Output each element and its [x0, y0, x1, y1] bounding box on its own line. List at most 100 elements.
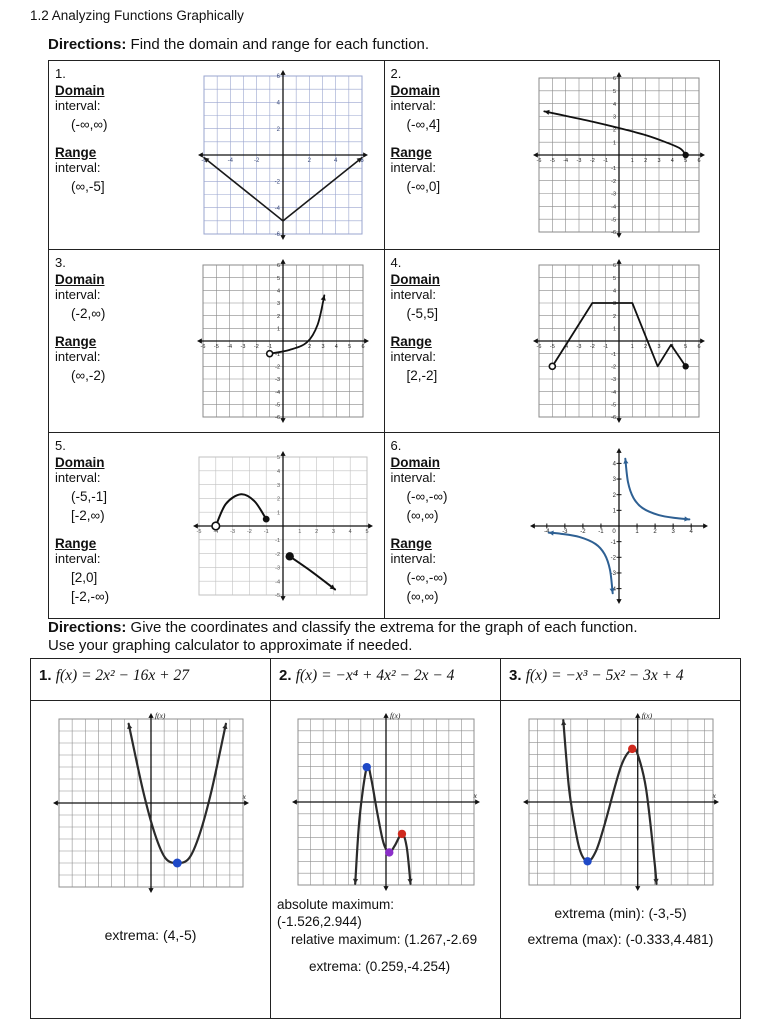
- table-row: 1. Domain interval: (-∞,∞) Range interva…: [48, 60, 720, 250]
- svg-text:-6: -6: [536, 158, 541, 164]
- svg-text:-6: -6: [275, 232, 281, 238]
- directions-1-label: Directions:: [48, 36, 127, 53]
- svg-text:2: 2: [644, 158, 647, 164]
- svg-text:6: 6: [697, 158, 700, 164]
- svg-text:-6: -6: [201, 344, 206, 350]
- svg-text:3: 3: [332, 529, 335, 535]
- range-answer: (∞,-2): [71, 368, 106, 383]
- svg-text:-1: -1: [275, 538, 280, 544]
- extrema-3-header: 3. f(x) = −x³ − 5x² − 3x + 4: [500, 658, 741, 701]
- graph-problem-5: -5 -4 -3 -2 -1 1 2 3 4 5 -5 -4 -3 -2 -1 1 2 3 4 5: [193, 450, 374, 601]
- problem-number: 2.: [390, 66, 402, 81]
- problem-5-cell: 5. Domain interval: (-5,-1] [-2,∞) Range…: [48, 432, 385, 619]
- svg-text:-1: -1: [267, 344, 272, 350]
- svg-text:-5: -5: [550, 344, 555, 350]
- graph-extrema-2: f(x) x: [291, 711, 480, 891]
- svg-text:5: 5: [613, 89, 616, 95]
- svg-text:4: 4: [613, 289, 616, 295]
- svg-text:x: x: [241, 792, 246, 801]
- svg-text:-3: -3: [275, 565, 280, 571]
- problem-1-text: 1. Domain interval: (-∞,∞) Range interva…: [55, 66, 189, 194]
- problem-number: 5.: [55, 438, 66, 453]
- interval-label: interval:: [390, 160, 437, 175]
- svg-text:-2: -2: [580, 529, 586, 535]
- range-answer: [2,0]: [71, 570, 98, 585]
- svg-text:1: 1: [299, 529, 302, 535]
- svg-text:-1: -1: [598, 529, 604, 535]
- range-answer: [2,-2]: [406, 368, 438, 383]
- directions-2: Directions: Give the coordinates and cla…: [48, 619, 637, 655]
- svg-text:2: 2: [277, 127, 281, 133]
- svg-text:-3: -3: [241, 344, 246, 350]
- interval-label: interval:: [55, 551, 101, 566]
- svg-text:-6: -6: [611, 230, 616, 236]
- svg-text:4: 4: [277, 469, 280, 475]
- graph-problem-2: -6 -5 -4 -3 -2 -1 1 2 3 4 5 6 -6 -5 -4 -3 -2 -1 1 2 3 4 5 6: [532, 72, 705, 238]
- svg-text:3: 3: [657, 344, 660, 350]
- domain-answer: (-5,-1]: [71, 489, 108, 504]
- directions-2-text: Give the coordinates and classify the ex…: [126, 619, 638, 636]
- range-answer: (∞,-5]: [71, 179, 105, 194]
- svg-text:1: 1: [277, 327, 280, 333]
- svg-text:6: 6: [362, 344, 365, 350]
- range-label: Range: [390, 334, 432, 349]
- svg-text:5: 5: [277, 276, 280, 282]
- svg-text:-5: -5: [214, 344, 219, 350]
- range-answer: (-∞,0]: [406, 179, 441, 194]
- svg-text:5: 5: [366, 529, 369, 535]
- svg-text:-5: -5: [275, 593, 280, 599]
- svg-text:2: 2: [315, 529, 318, 535]
- svg-text:2: 2: [308, 158, 312, 164]
- domain-label: Domain: [55, 83, 105, 98]
- problem-2-text: 2. Domain interval: (-∞,4] Range interva…: [391, 66, 525, 194]
- domain-answer: (-∞,-∞): [406, 489, 448, 504]
- svg-text:-3: -3: [576, 344, 581, 350]
- svg-text:4: 4: [277, 101, 281, 107]
- domain-label: Domain: [390, 272, 441, 287]
- svg-text:-1: -1: [611, 352, 616, 358]
- extrema-answer: (-1.526,2.944): [277, 914, 362, 929]
- svg-text:1: 1: [631, 158, 634, 164]
- svg-text:-3: -3: [611, 192, 616, 198]
- svg-text:5: 5: [684, 344, 687, 350]
- svg-text:-4: -4: [227, 344, 232, 350]
- interval-label: interval:: [55, 287, 101, 302]
- extrema-3-answers: extrema (min): (-3,-5) extrema (max): (-…: [505, 905, 736, 947]
- svg-text:3: 3: [277, 301, 280, 307]
- function-formula: f(x) = −x⁴ + 4x² − 2x − 4: [295, 667, 455, 684]
- domain-answer: (-∞,4]: [406, 117, 441, 132]
- problem-number: 3.: [55, 255, 66, 270]
- svg-text:-2: -2: [590, 158, 595, 164]
- extrema-2-body: f(x) x absolute maximum: (-1.526,2.944) r…: [270, 700, 501, 1019]
- extrema-1-body: f(x) x extrema: (4,-5): [30, 700, 271, 1019]
- range-answer-2: (∞,∞): [406, 589, 439, 604]
- domain-label: Domain: [390, 455, 441, 470]
- svg-text:-4: -4: [611, 205, 616, 211]
- svg-text:-4: -4: [611, 390, 616, 396]
- table-row: f(x) x extrema: (4,-5) f(x) x absolute max…: [30, 700, 741, 1019]
- directions-2-text-line2: Use your graphing calculator to approxim…: [48, 637, 413, 654]
- svg-text:3: 3: [613, 115, 616, 121]
- range-label: Range: [55, 334, 97, 349]
- graph-problem-1: -6 -4 -2 2 4 6 -6 -4 -2 2 4 6: [198, 70, 369, 240]
- svg-text:-2: -2: [275, 551, 280, 557]
- svg-text:2: 2: [653, 529, 657, 535]
- svg-text:4: 4: [349, 529, 352, 535]
- interval-label: interval:: [390, 470, 437, 485]
- problem-number: 4.: [390, 255, 402, 270]
- svg-text:4: 4: [612, 461, 616, 467]
- svg-text:3: 3: [277, 482, 280, 488]
- problem-number: 2.: [279, 667, 292, 684]
- svg-text:-3: -3: [610, 571, 616, 577]
- interval-label: interval:: [55, 160, 101, 175]
- svg-text:-4: -4: [214, 529, 219, 535]
- svg-text:-1: -1: [603, 344, 608, 350]
- svg-text:-2: -2: [247, 529, 252, 535]
- extrema-answer: extrema: (0.259,-4.254): [309, 959, 451, 974]
- page-title: 1.2 Analyzing Functions Graphically: [30, 8, 244, 23]
- range-label: Range: [55, 145, 97, 160]
- domain-label: Domain: [390, 83, 441, 98]
- svg-text:-3: -3: [230, 529, 235, 535]
